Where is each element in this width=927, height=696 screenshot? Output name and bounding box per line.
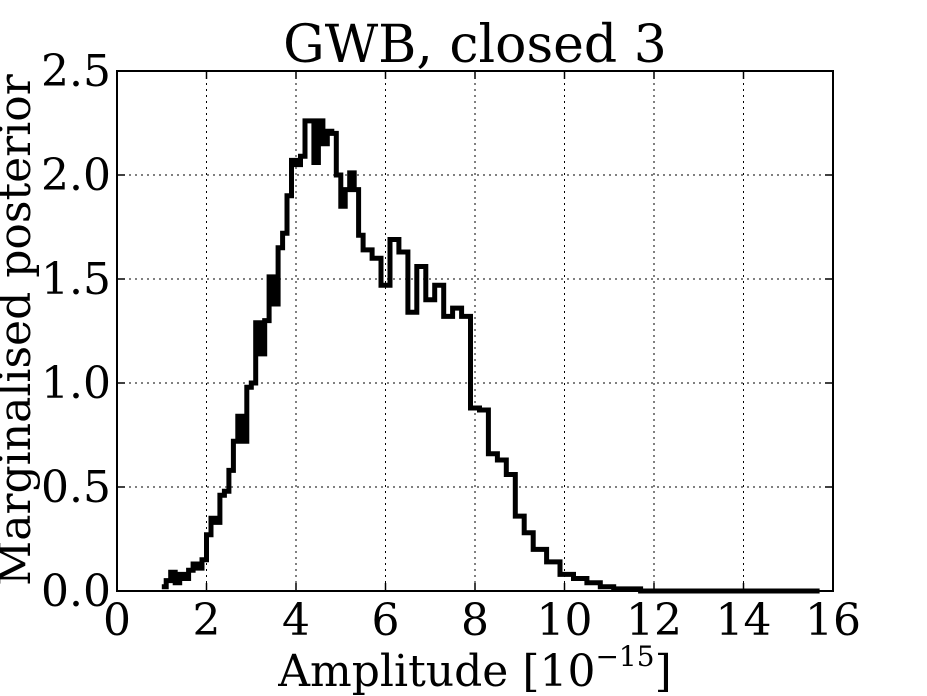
x-tick-label: 0	[103, 595, 131, 646]
y-axis-label: Marginalised posterior	[0, 73, 41, 586]
y-tick-label: 2.5	[41, 46, 111, 97]
x-tick-label: 8	[461, 595, 489, 646]
x-tick-label: 2	[193, 595, 221, 646]
x-tick-label: 16	[805, 595, 861, 646]
x-axis-unit-base: [10	[522, 646, 595, 696]
tick-marks	[116, 70, 834, 592]
y-tick-label: 0.5	[41, 462, 111, 513]
y-tick-label: 0.0	[41, 566, 111, 617]
y-tick-label: 1.5	[41, 254, 111, 305]
y-tick-label: 1.0	[41, 358, 111, 409]
x-tick-label: 10	[537, 595, 593, 646]
x-tick-label: 14	[716, 595, 772, 646]
x-tick-label: 6	[372, 595, 400, 646]
y-tick-label: 2.0	[41, 150, 111, 201]
x-axis-label: Amplitude [10−15]	[277, 640, 671, 696]
x-axis-unit-exponent: −15	[595, 640, 654, 673]
posterior-step-line	[161, 118, 820, 594]
x-tick-label: 4	[282, 595, 310, 646]
x-tick-labels: 0 2 4 6 8 10 12 14 16	[103, 595, 861, 646]
x-axis-unit-close: ]	[655, 646, 672, 696]
grid-lines	[116, 70, 834, 592]
chart-title: GWB, closed 3	[283, 15, 667, 75]
x-tick-label: 12	[626, 595, 682, 646]
y-tick-labels: 0.0 0.5 1.0 1.5 2.0 2.5	[41, 46, 111, 617]
x-axis-label-text: Amplitude	[277, 646, 508, 696]
